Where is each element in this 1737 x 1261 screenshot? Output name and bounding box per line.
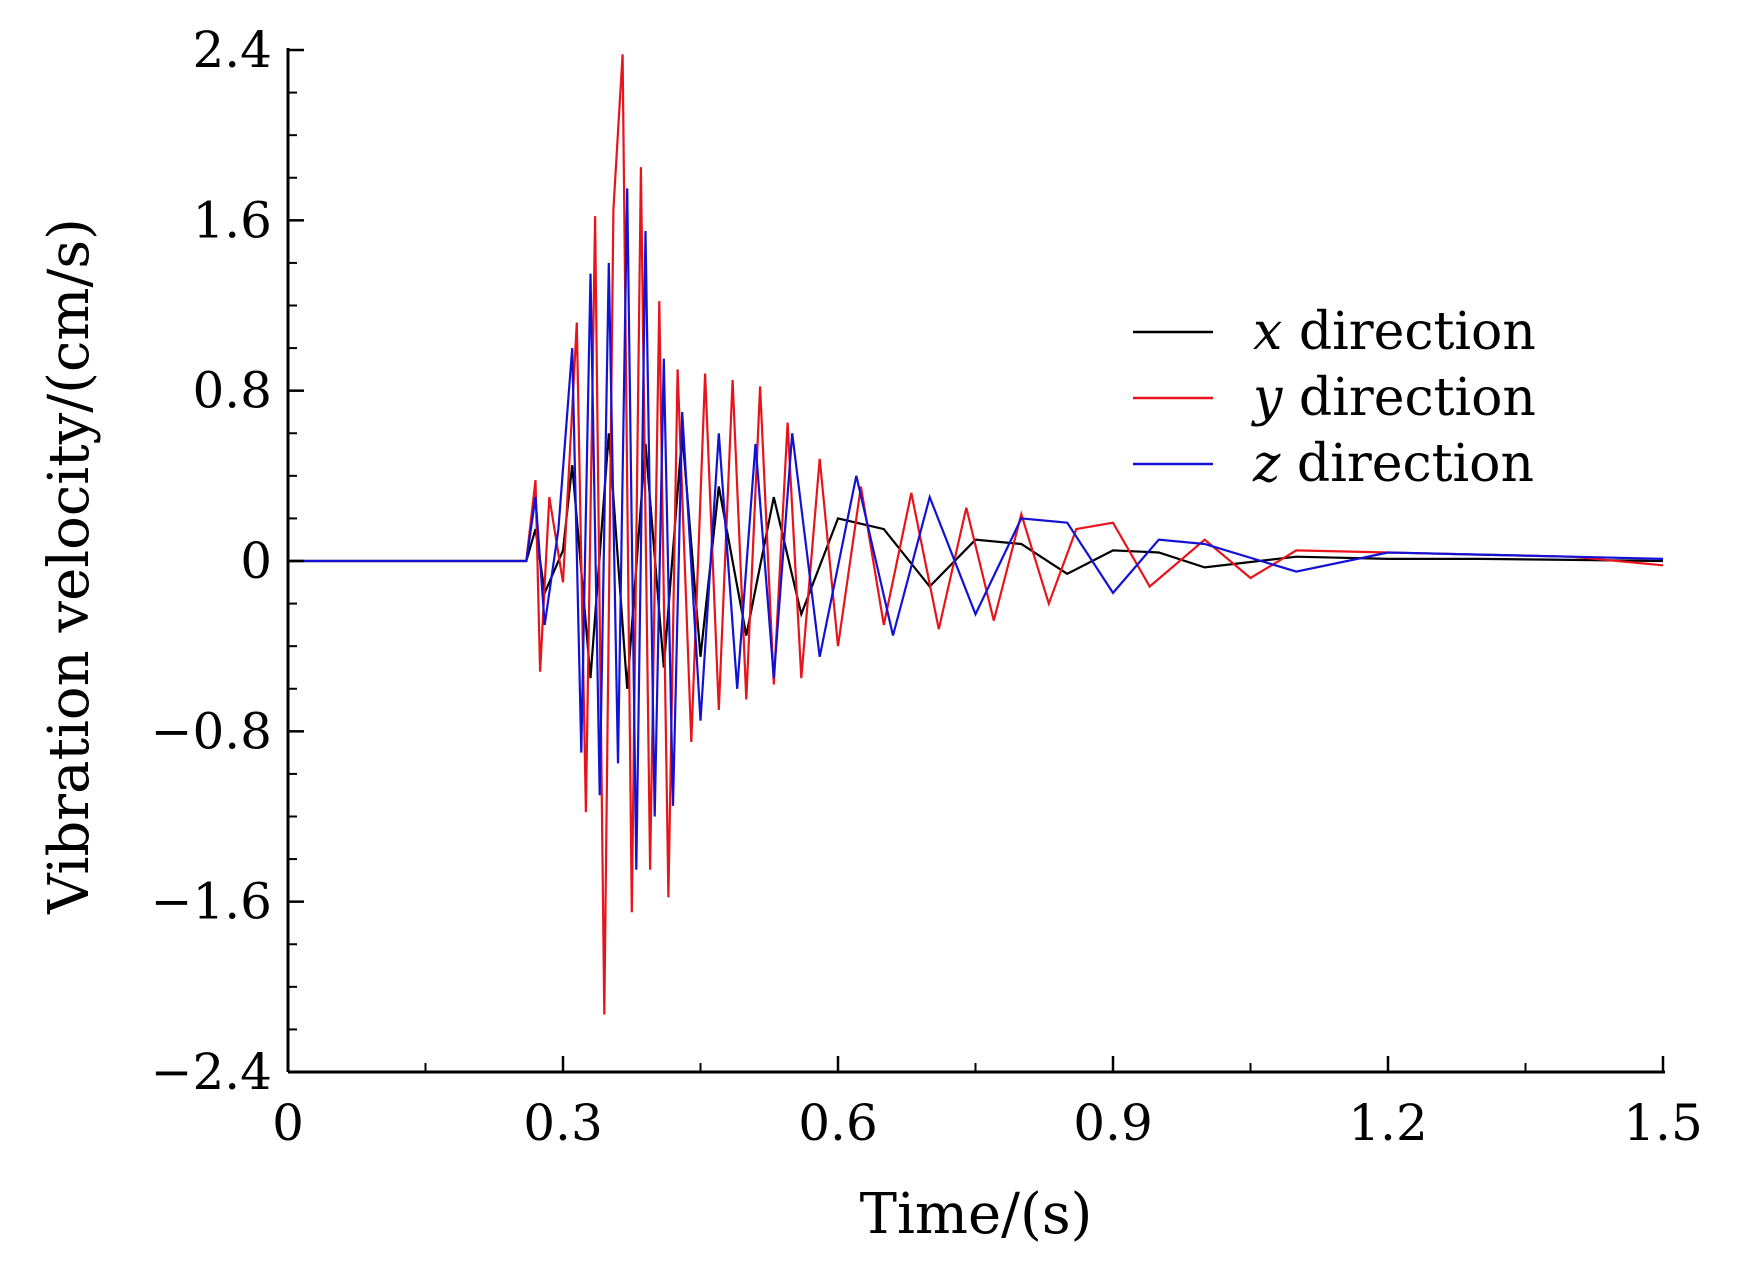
legend-label-z: z direction [1252, 434, 1534, 494]
y-tick-label: 0 [240, 532, 272, 590]
plot-area [288, 54, 1664, 1015]
x-tick-label: 0.9 [1073, 1094, 1153, 1152]
series-line-y [288, 54, 1664, 1015]
y-tick-label: 2.4 [192, 21, 272, 79]
legend-label-y: y direction [1251, 368, 1536, 428]
axes: 0 0.3 0.6 0.9 1.2 1.5 2.4 1.6 0.8 0 −0.8 −1.6 −2.4 [151, 21, 1703, 1152]
y-tick-label: 0.8 [192, 362, 272, 420]
x-axis-title: Time/(s) [860, 1182, 1093, 1247]
y-tick-label: −0.8 [151, 702, 272, 760]
x-tick-label: 0.6 [798, 1094, 878, 1152]
x-tick-label: 1.5 [1623, 1094, 1703, 1152]
series-line-z [288, 188, 1664, 870]
x-tick-label: 0.3 [523, 1094, 603, 1152]
y-tick-label: −2.4 [151, 1043, 272, 1101]
legend-label-x: x direction [1253, 302, 1536, 362]
y-axis-title: Vibration velocity/(cm/s) [37, 218, 102, 915]
x-tick-label: 0 [272, 1094, 304, 1152]
y-tick-label: −1.6 [151, 873, 272, 931]
y-tick-label: 1.6 [192, 191, 272, 249]
series-line-x [288, 433, 1664, 689]
x-tick-label: 1.2 [1348, 1094, 1428, 1152]
